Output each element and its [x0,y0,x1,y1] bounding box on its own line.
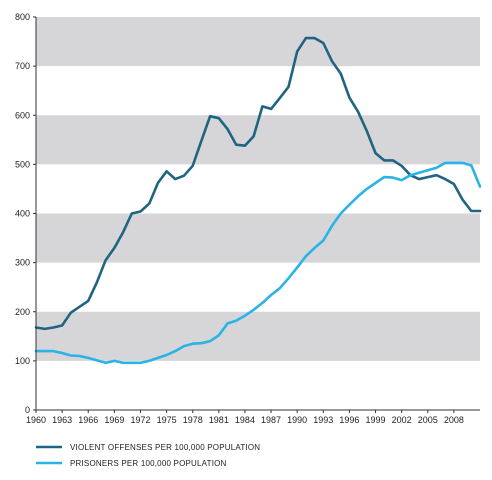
x-tick-label: 1993 [313,415,333,425]
y-tick-label: 800 [15,12,30,22]
y-tick-label: 200 [15,307,30,317]
legend: VIOLENT OFFENSES PER 100,000 POPULATION P… [36,443,260,468]
x-axis: 1960 1963 1966 1969 1972 1975 1978 1981 1984 1987… [26,410,464,425]
x-tick-label: 1999 [366,415,386,425]
grid-band [36,311,480,361]
legend-label-2: PRISONERS PER 100,000 POPULATION [70,459,227,468]
x-tick-label: 2008 [444,415,464,425]
x-tick-label: 1963 [52,415,72,425]
x-tick-label: 1966 [78,415,98,425]
y-axis: 0 100 200 300 400 500 600 700 800 [15,12,36,415]
y-tick-label: 700 [15,61,30,71]
y-tick-label: 0 [25,405,30,415]
series-line-2 [34,161,482,365]
y-tick-label: 100 [15,356,30,366]
x-tick-label: 1990 [287,415,307,425]
y-tick-label: 600 [15,110,30,120]
grid-band [36,213,480,263]
grid-bands [36,17,480,361]
x-tick-label: 1978 [183,415,203,425]
x-tick-label: 1972 [130,415,150,425]
grid-band [36,17,480,67]
series-lines [34,36,482,365]
x-tick-label: 1960 [26,415,46,425]
x-tick-label: 1987 [261,415,281,425]
y-tick-label: 400 [15,209,30,219]
y-tick-label: 500 [15,159,30,169]
y-tick-label: 300 [15,258,30,268]
x-tick-label: 1981 [209,415,229,425]
x-tick-label: 1975 [157,415,177,425]
x-tick-label: 2005 [418,415,438,425]
series-line-1 [34,36,482,331]
x-tick-label: 1984 [235,415,255,425]
x-tick-label: 1996 [339,415,359,425]
legend-label-1: VIOLENT OFFENSES PER 100,000 POPULATION [70,443,260,452]
x-tick-label: 1969 [104,415,124,425]
x-tick-label: 2002 [392,415,412,425]
